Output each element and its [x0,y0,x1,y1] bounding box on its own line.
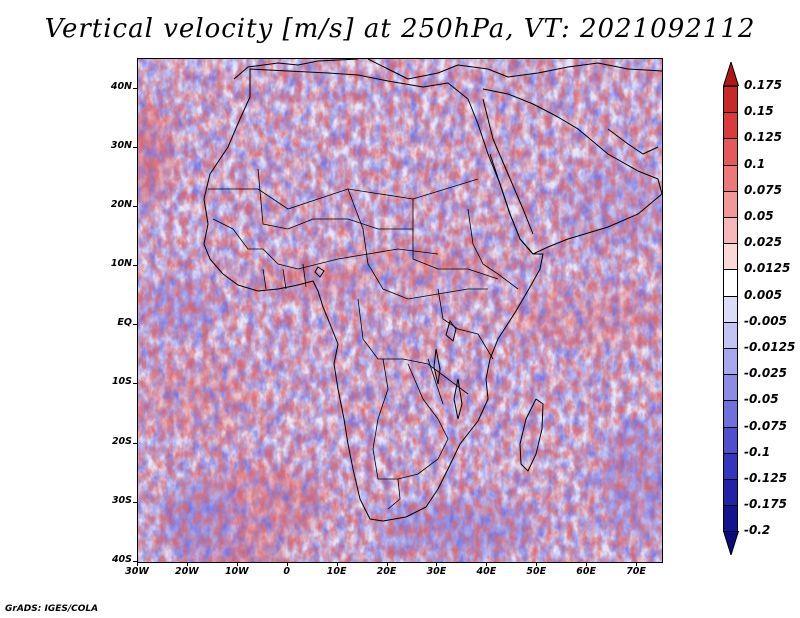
lat-tick-label: 10S [111,376,132,388]
lon-tick-mark [436,562,438,566]
colorbar-swatch [723,217,738,245]
colorbar-swatch [723,86,738,114]
lon-tick-label: 20E [376,566,397,577]
madagascar [519,398,544,472]
colorbar-label: -0.0125 [744,340,796,354]
colorbar-label: 0.025 [744,235,782,250]
lat-tick-mark [133,87,137,89]
colorbar-top-triangle [723,62,739,86]
colorbar-label: -0.125 [744,471,787,485]
lakes [314,266,463,420]
colorbar-label: -0.175 [744,497,787,512]
lat-tick-mark [133,501,137,503]
colorbar-swatch [723,190,738,218]
colorbar-label: 0.1 [744,156,766,171]
colorbar-label: 0.005 [744,287,782,302]
colorbar-swatch [723,374,738,402]
colorbar-label: -0.025 [744,366,787,381]
colorbar-label: -0.005 [744,313,787,328]
coastlines [203,59,662,522]
colorbar-swatch [723,295,738,323]
lat-tick-label: 10N [110,258,132,270]
lat-tick-mark [133,383,137,385]
lon-tick-mark [186,562,188,566]
lat-tick-label: 40S [111,554,132,565]
colorbar-swatch [723,243,738,271]
lon-tick-label: 20W [175,566,199,577]
lon-tick-label: 30W [125,566,149,577]
lon-tick-label: 10E [326,566,347,577]
lon-tick-label: 30E [426,566,447,577]
lon-tick-mark [286,562,288,566]
lon-tick-mark [586,562,588,566]
colorbar-label: 0.15 [744,104,774,119]
lon-tick-mark [137,562,138,566]
lon-tick-label: 60E [576,566,596,577]
map-plot-area[interactable] [137,58,663,563]
colorbar-label: 0.05 [744,209,774,223]
lat-tick-label: 20N [110,198,132,210]
red-sea [482,98,534,235]
lat-tick-mark [133,205,137,207]
lat-tick-label: 30S [111,494,132,506]
lon-tick-mark [536,562,538,566]
colorbar-bottom-triangle [723,531,739,556]
lat-tick-label: 20S [111,435,132,447]
colorbar-swatch [723,400,738,428]
colorbar-label: 0.175 [744,78,782,92]
arabian-peninsula [482,88,662,255]
colorbar-label: -0.2 [744,523,771,538]
colorbar-swatch [723,426,738,454]
lat-tick-mark [133,324,137,326]
lon-tick-mark [486,562,488,566]
lat-tick-label: 40N [110,80,132,92]
lon-tick-mark [636,562,638,566]
lon-tick-label: 40E [476,566,497,577]
lat-tick-mark [133,265,137,267]
colorbar-swatch [723,112,738,140]
vertical-velocity-field [138,59,662,562]
colorbar-swatch [723,505,738,533]
colorbar-label: -0.075 [744,418,787,433]
lat-tick-label: 30N [110,139,132,151]
colorbar-swatch [723,321,738,349]
colorbar-swatch [723,348,738,376]
colorbar-label: -0.05 [744,392,779,407]
lon-tick-label: 50E [526,566,547,577]
country-borders [208,168,519,510]
colorbar-label: 0.125 [744,130,782,145]
africa-coastline [203,68,544,522]
iberia-europe [233,59,359,80]
lon-tick-mark [386,562,388,566]
lat-tick-label: EQ [117,317,132,329]
field-upward-noise [138,59,662,562]
colorbar-swatch [723,452,738,480]
colorbar-swatch [723,164,738,192]
colorbar-label: 0.075 [744,182,782,197]
lat-tick-mark [133,146,137,148]
lon-tick-mark [336,562,338,566]
lon-tick-mark [236,562,238,566]
colorbar-swatch [723,269,738,297]
lon-tick-label: 0 [283,566,291,577]
grads-credit: GrADS: IGES/COLA [5,604,99,614]
lat-tick-mark [133,561,137,562]
lat-tick-mark [133,442,137,444]
colorbar-swatch [723,479,738,507]
colorbar-label: -0.1 [744,444,771,459]
lon-tick-label: 70E [626,566,646,577]
lon-tick-label: 10W [224,566,249,577]
mediterranean-north [367,59,662,80]
colorbar-label: 0.0125 [744,261,791,276]
persian-gulf [607,128,659,155]
colorbar-swatch [723,138,738,166]
map-title: Vertical velocity [m/s] at 250hPa, VT: 2… [44,14,756,44]
